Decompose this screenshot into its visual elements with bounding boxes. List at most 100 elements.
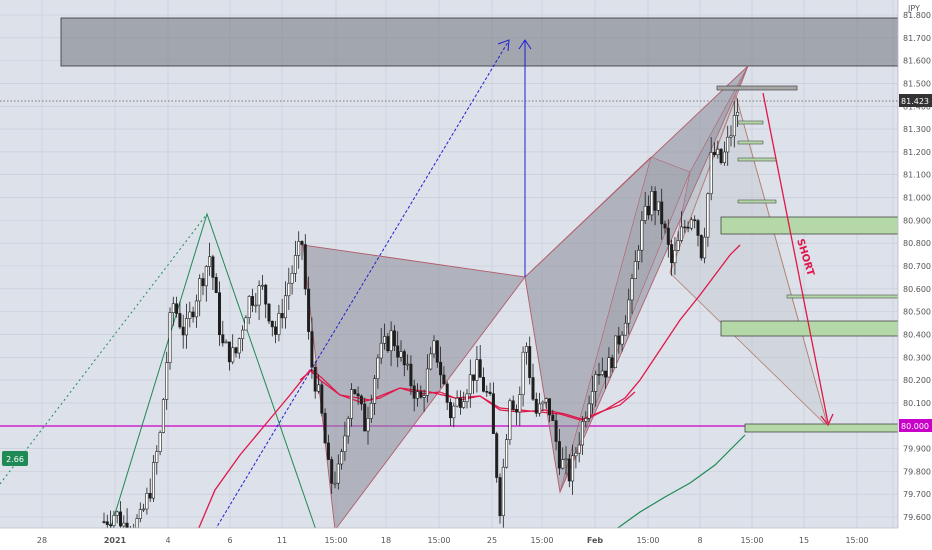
candle bbox=[462, 391, 466, 410]
candlestick-series[interactable] bbox=[102, 98, 740, 535]
candle-body bbox=[392, 330, 396, 347]
candle-body bbox=[511, 400, 515, 410]
y-tick-label: 81.200 bbox=[903, 148, 931, 157]
candle-body bbox=[584, 418, 588, 422]
candle-body bbox=[415, 391, 419, 399]
candle-body bbox=[119, 511, 123, 527]
candle bbox=[699, 234, 703, 261]
candle bbox=[178, 301, 182, 330]
candle-body bbox=[161, 399, 165, 433]
candle bbox=[330, 456, 334, 494]
level-tag bbox=[899, 419, 932, 432]
y-tick-label: 80.500 bbox=[903, 308, 931, 317]
target-zone-top-line[interactable] bbox=[716, 85, 798, 91]
x-tick-label: 2021 bbox=[104, 536, 127, 545]
candle-body bbox=[178, 313, 182, 328]
candle-body bbox=[670, 244, 674, 264]
candle-body bbox=[425, 368, 429, 396]
x-tick-label: 8 bbox=[697, 536, 702, 545]
candle-body bbox=[610, 357, 614, 368]
candle bbox=[472, 374, 476, 394]
candle-body bbox=[188, 311, 192, 319]
target-zone-small-2[interactable] bbox=[737, 140, 764, 145]
short-arrow[interactable] bbox=[762, 92, 829, 424]
target-zone-small-1[interactable] bbox=[737, 120, 764, 125]
green-moving-average[interactable] bbox=[614, 434, 746, 531]
candle bbox=[399, 340, 403, 362]
candle bbox=[571, 444, 575, 495]
candle-body bbox=[382, 336, 386, 344]
candle bbox=[689, 217, 693, 231]
candle bbox=[109, 510, 113, 528]
candle bbox=[656, 201, 660, 216]
candle-body bbox=[627, 299, 631, 324]
candle bbox=[554, 413, 558, 451]
candle-body bbox=[247, 296, 251, 319]
candle-body bbox=[604, 370, 608, 378]
target-zone-small-4[interactable] bbox=[737, 199, 777, 204]
candle bbox=[142, 503, 146, 512]
candle bbox=[359, 394, 363, 411]
candle-body bbox=[676, 240, 680, 251]
candle-body bbox=[142, 508, 146, 511]
candle-body bbox=[696, 220, 700, 236]
candle-body bbox=[613, 335, 617, 368]
target-zone-lower[interactable] bbox=[744, 423, 901, 433]
candle bbox=[538, 392, 542, 417]
candle-body bbox=[237, 338, 241, 354]
candle bbox=[392, 325, 396, 352]
red-moving-average-slow[interactable] bbox=[197, 244, 741, 531]
candle bbox=[610, 354, 614, 373]
candle bbox=[696, 218, 700, 247]
candle bbox=[594, 370, 598, 407]
candle-body bbox=[498, 477, 502, 517]
candle bbox=[485, 385, 489, 397]
candle-body bbox=[353, 389, 357, 395]
x-tick-label: 15 bbox=[799, 536, 809, 545]
y-tick-label: 81.500 bbox=[903, 79, 931, 88]
candle-body bbox=[343, 435, 347, 452]
projection-fan-line bbox=[735, 95, 829, 428]
time-axis[interactable] bbox=[0, 528, 898, 550]
candle bbox=[551, 409, 555, 422]
candle-body bbox=[218, 292, 222, 336]
candle bbox=[442, 366, 446, 385]
candle-body bbox=[231, 347, 235, 363]
candle-body bbox=[185, 318, 189, 336]
target-zone-small-3[interactable] bbox=[737, 157, 777, 162]
candle bbox=[623, 315, 627, 336]
candle bbox=[445, 381, 449, 411]
candle-body bbox=[587, 403, 591, 419]
short-arrowhead bbox=[820, 413, 834, 427]
candle bbox=[528, 336, 532, 385]
candle bbox=[181, 314, 185, 349]
harmonic-triangle-2[interactable] bbox=[524, 65, 749, 494]
harmonic-leg-xb bbox=[524, 156, 652, 278]
candle-body bbox=[630, 278, 634, 301]
candle-body bbox=[660, 201, 664, 225]
candle bbox=[650, 185, 654, 222]
candle bbox=[630, 273, 634, 315]
candle bbox=[346, 415, 350, 444]
green-dotted-trendline[interactable] bbox=[0, 213, 208, 485]
candle bbox=[577, 432, 581, 463]
candle-body bbox=[191, 311, 195, 318]
x-tick-label: 4 bbox=[165, 536, 170, 545]
candle-body bbox=[455, 397, 459, 407]
candle-body bbox=[547, 398, 551, 416]
target-zone-upper[interactable] bbox=[720, 216, 901, 235]
candle-body bbox=[501, 466, 505, 517]
candle-body bbox=[406, 363, 410, 366]
candle-body bbox=[277, 313, 281, 335]
price-axis[interactable] bbox=[898, 0, 932, 550]
candle bbox=[640, 211, 644, 263]
candle bbox=[221, 320, 225, 347]
candle-body bbox=[577, 444, 581, 454]
candle-body bbox=[297, 241, 301, 256]
candle-body bbox=[518, 394, 522, 413]
candle-body bbox=[251, 296, 255, 306]
candle-body bbox=[706, 193, 710, 238]
x-tick-label: 18 bbox=[381, 536, 391, 545]
resistance-zone[interactable] bbox=[60, 17, 901, 67]
